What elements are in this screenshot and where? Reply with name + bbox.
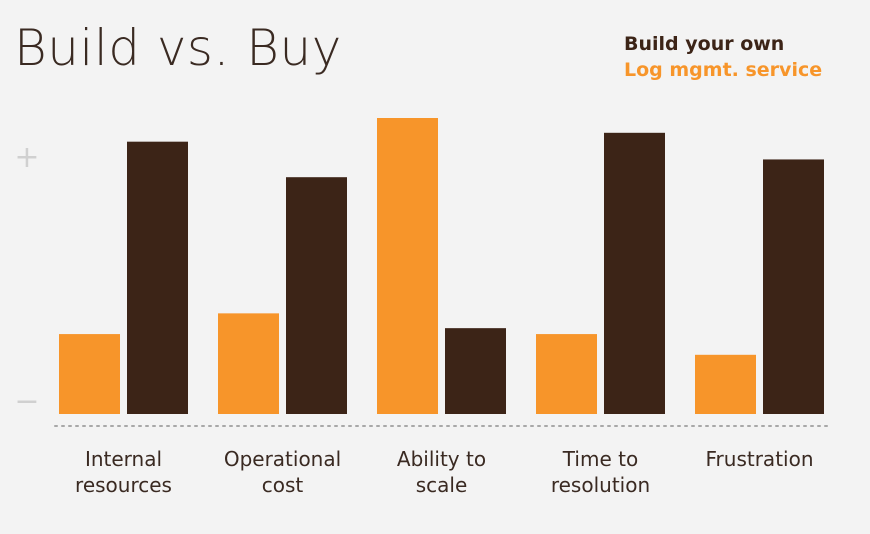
legend-entry-build: Build your own [624,33,785,55]
category-label-line: Frustration [706,447,814,471]
legend-entry-buy: Log mgmt. service [624,59,823,81]
bar-buy-2 [377,118,438,414]
bar-build-0 [127,141,188,414]
category-label-line: resolution [551,473,650,497]
category-label-line: Time to [562,447,638,471]
bar-buy-3 [536,334,597,414]
bar-build-1 [286,177,347,414]
legend: Build your own Log mgmt. service [624,31,822,83]
bar-build-2 [445,328,506,414]
category-label-line: Operational [224,447,341,471]
y-axis-plus-marker: + [14,140,39,175]
category-label-line: Internal [85,447,162,471]
category-label-3: Time to resolution [551,447,650,497]
bar-buy-1 [218,313,279,414]
bar-build-3 [604,132,665,415]
category-label-line: Ability to [397,447,486,471]
category-label-1: Operational cost [224,447,341,497]
y-axis-minus-marker: − [14,384,39,419]
category-label-line: scale [416,473,468,497]
bar-buy-4 [695,354,756,414]
category-label-2: Ability to scale [397,447,486,497]
category-label-line: cost [262,473,304,497]
category-label-line: resources [75,473,172,497]
chart-title: Build vs. Buy [14,19,342,77]
bar-buy-0 [59,334,120,414]
category-label-4: Frustration [706,447,814,471]
bar-build-4 [763,159,824,414]
category-label-0: Internal resources [75,447,172,497]
